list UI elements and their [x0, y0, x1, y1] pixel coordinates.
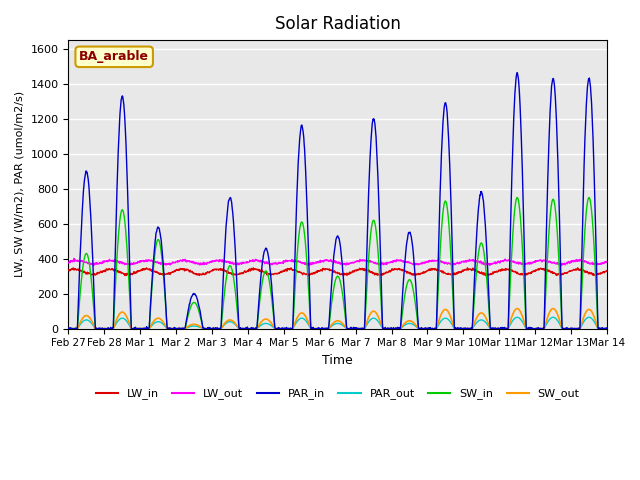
Title: Solar Radiation: Solar Radiation [275, 15, 401, 33]
Y-axis label: LW, SW (W/m2), PAR (umol/m2/s): LW, SW (W/m2), PAR (umol/m2/s) [15, 91, 25, 277]
Legend: LW_in, LW_out, PAR_in, PAR_out, SW_in, SW_out: LW_in, LW_out, PAR_in, PAR_out, SW_in, S… [91, 384, 584, 404]
Text: BA_arable: BA_arable [79, 50, 149, 63]
X-axis label: Time: Time [323, 354, 353, 367]
